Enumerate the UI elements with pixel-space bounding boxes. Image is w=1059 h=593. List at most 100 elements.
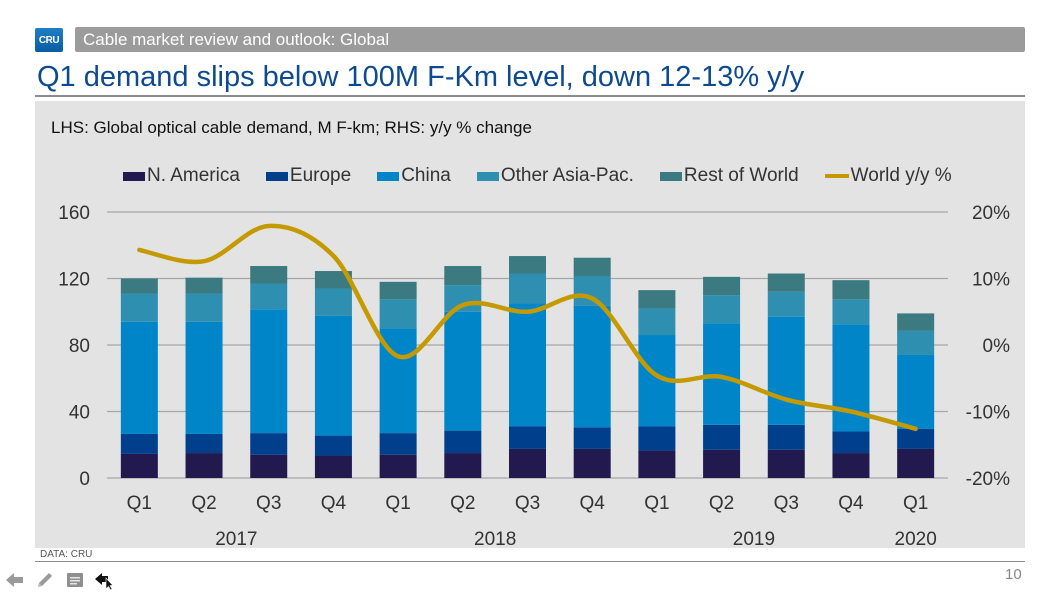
- left-axis-tick-label: 120: [58, 270, 90, 291]
- bar-segment-other-asia-pac: [832, 299, 870, 325]
- bar-segment-n-america: [379, 454, 417, 478]
- x-axis-tick-label: Q1: [644, 493, 669, 514]
- x-axis-tick-label: Q1: [903, 493, 928, 514]
- x-axis-tick-label: Q3: [774, 493, 799, 514]
- footer-divider: [35, 561, 1025, 562]
- notes-icon[interactable]: [64, 570, 86, 590]
- bar-segment-other-asia-pac: [573, 276, 611, 306]
- title-divider: [35, 95, 1025, 97]
- bar-segment-other-asia-pac: [509, 273, 546, 304]
- bar-segment-china: [573, 305, 611, 428]
- bar-segment-other-asia-pac: [444, 285, 482, 312]
- legend-label: Europe: [289, 165, 352, 186]
- legend-swatch-rest-of-world: [659, 171, 682, 181]
- legend-item-world-yy: World y/y %: [824, 165, 952, 187]
- legend-swatch-other-asia-pac: [476, 171, 499, 181]
- x-axis-year-label: 2018: [474, 529, 516, 550]
- data-source: DATA: CRU: [40, 549, 93, 560]
- x-axis-year-label: 2019: [733, 529, 775, 550]
- presentation-toolbar: [4, 570, 116, 590]
- legend-label: China: [401, 165, 451, 186]
- bar-segment-rest-of-world: [767, 273, 805, 292]
- bar-segment-other-asia-pac: [379, 299, 417, 329]
- bar-segment-china: [703, 323, 741, 425]
- world-yy-line: [137, 223, 918, 432]
- chart-title: LHS: Global optical cable demand, M F-km…: [51, 118, 532, 137]
- bar-segment-europe: [573, 427, 611, 449]
- legend-swatch-world-yy: [824, 174, 849, 178]
- legend-item-n-america: N. America: [123, 165, 240, 187]
- bar-segment-other-asia-pac: [638, 308, 676, 336]
- bar-segment-n-america: [767, 449, 805, 478]
- bar-segment-rest-of-world: [379, 281, 417, 300]
- x-axis-tick-label: Q1: [127, 493, 152, 514]
- section-title: Cable market review and outlook: Global: [83, 30, 390, 49]
- bar-segment-europe: [444, 430, 482, 454]
- right-axis-tick-label: -20%: [966, 469, 1010, 490]
- bar-segment-other-asia-pac: [314, 288, 352, 316]
- legend-swatch-europe: [265, 171, 288, 181]
- bar-segment-n-america: [703, 449, 741, 478]
- pointer-icon[interactable]: [94, 570, 116, 590]
- bar-segment-rest-of-world: [314, 271, 352, 289]
- left-axis-tick-label: 40: [69, 403, 90, 424]
- slide-title: Q1 demand slips below 100M F-Km level, d…: [37, 61, 805, 93]
- x-axis-tick-label: Q4: [838, 493, 864, 514]
- x-axis-tick-label: Q3: [256, 493, 281, 514]
- x-axis-year-label: 2017: [215, 529, 257, 550]
- legend-swatch-china: [377, 171, 400, 181]
- x-axis-tick-label: Q1: [385, 493, 410, 514]
- bar-segment-china: [767, 316, 805, 425]
- bar-segment-n-america: [314, 455, 352, 478]
- bar-segment-other-asia-pac: [703, 295, 741, 324]
- bar-segment-rest-of-world: [832, 280, 870, 300]
- legend-label: N. America: [147, 165, 240, 186]
- x-axis-tick-label: Q2: [709, 493, 734, 514]
- bar-segment-europe: [379, 433, 417, 455]
- bar-segment-n-america: [638, 450, 676, 478]
- x-axis-year-label: 2020: [895, 529, 937, 550]
- legend-item-other-asia-pac: Other Asia-Pac.: [476, 165, 634, 187]
- bar-segment-europe: [703, 424, 741, 450]
- bar-segment-other-asia-pac: [250, 283, 288, 310]
- left-axis-tick-label: 80: [69, 336, 90, 357]
- x-axis-tick-label: Q3: [515, 493, 540, 514]
- legend-label: World y/y %: [850, 165, 952, 186]
- x-axis-tick-label: Q2: [191, 493, 216, 514]
- bar-segment-n-america: [444, 453, 482, 478]
- bar-segment-rest-of-world: [444, 266, 482, 286]
- x-axis-tick-label: Q4: [580, 493, 606, 514]
- bar-segment-europe: [185, 433, 223, 454]
- bar-segment-other-asia-pac: [120, 293, 158, 322]
- legend-label: Other Asia-Pac.: [500, 165, 634, 186]
- bar-segment-china: [444, 311, 482, 431]
- legend-label: Rest of World: [683, 165, 799, 186]
- bar-segment-n-america: [897, 448, 935, 478]
- bar-segment-rest-of-world: [509, 256, 546, 274]
- bar-segment-europe: [638, 426, 676, 451]
- bar-segment-other-asia-pac: [897, 330, 935, 355]
- left-axis-tick-label: 160: [58, 203, 90, 224]
- x-axis-tick-label: Q4: [321, 493, 347, 514]
- bar-segment-europe: [767, 424, 805, 450]
- cru-logo: CRU: [35, 28, 63, 52]
- left-axis-tick-label: 0: [79, 469, 90, 490]
- section-title-bar: Cable market review and outlook: Global: [75, 27, 1025, 52]
- bar-segment-n-america: [573, 448, 611, 478]
- pen-icon[interactable]: [34, 570, 56, 590]
- bar-segment-europe: [250, 433, 288, 455]
- right-axis-tick-label: 10%: [972, 270, 1010, 291]
- bar-segment-china: [120, 321, 158, 434]
- right-axis-tick-label: -10%: [966, 403, 1010, 424]
- bar-segment-europe: [509, 426, 546, 449]
- back-arrow-icon[interactable]: [4, 570, 26, 590]
- legend-item-china: China: [377, 165, 451, 187]
- bar-segment-n-america: [120, 453, 158, 478]
- bar-segment-rest-of-world: [703, 276, 741, 296]
- bar-segment-other-asia-pac: [767, 291, 805, 317]
- bar-segment-rest-of-world: [897, 313, 935, 331]
- bar-segment-china: [250, 309, 288, 434]
- bar-segment-europe: [120, 433, 158, 454]
- bar-segment-rest-of-world: [573, 257, 611, 277]
